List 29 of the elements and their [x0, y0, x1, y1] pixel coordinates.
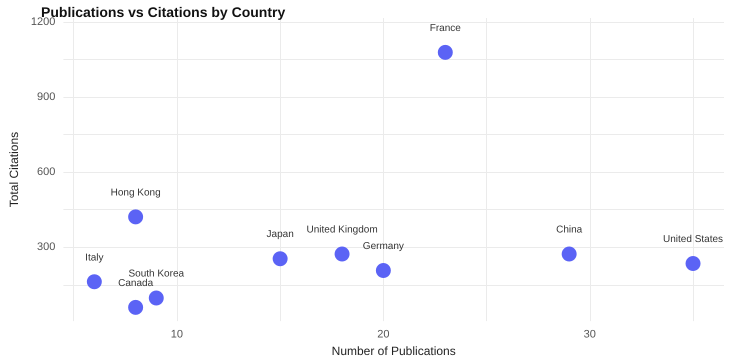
point: [334, 246, 350, 262]
point: [272, 251, 288, 266]
point: [686, 256, 701, 271]
y-axis-title: Total Citations: [7, 132, 21, 208]
y-tick-label: 600: [37, 166, 56, 178]
y-tick-label: 900: [37, 90, 56, 103]
point: [438, 44, 453, 60]
annotation: Germany: [362, 241, 404, 252]
x-tick-label: 30: [584, 328, 596, 341]
annotation: Italy: [85, 252, 104, 264]
annotation: South Korea: [128, 268, 184, 280]
x-tick-label: 20: [377, 328, 390, 341]
annotation: United States: [663, 234, 724, 245]
point: [128, 209, 144, 224]
annotation: Hong Kong: [110, 187, 161, 198]
annotation: China: [556, 224, 583, 236]
annotation: Japan: [266, 229, 294, 240]
point: [86, 274, 102, 290]
point: [148, 290, 164, 306]
y-tick-label: 1200: [30, 16, 56, 28]
x-tick-label: 10: [170, 328, 184, 341]
annotation: United Kingdom: [306, 224, 378, 236]
y-tick-label: 300: [37, 241, 56, 254]
point: [562, 246, 577, 262]
annotation: Canada: [118, 278, 154, 289]
annotation: France: [430, 22, 462, 34]
point: [376, 263, 391, 278]
point: [128, 300, 144, 315]
x-axis-title: Number of Publications: [332, 344, 456, 358]
